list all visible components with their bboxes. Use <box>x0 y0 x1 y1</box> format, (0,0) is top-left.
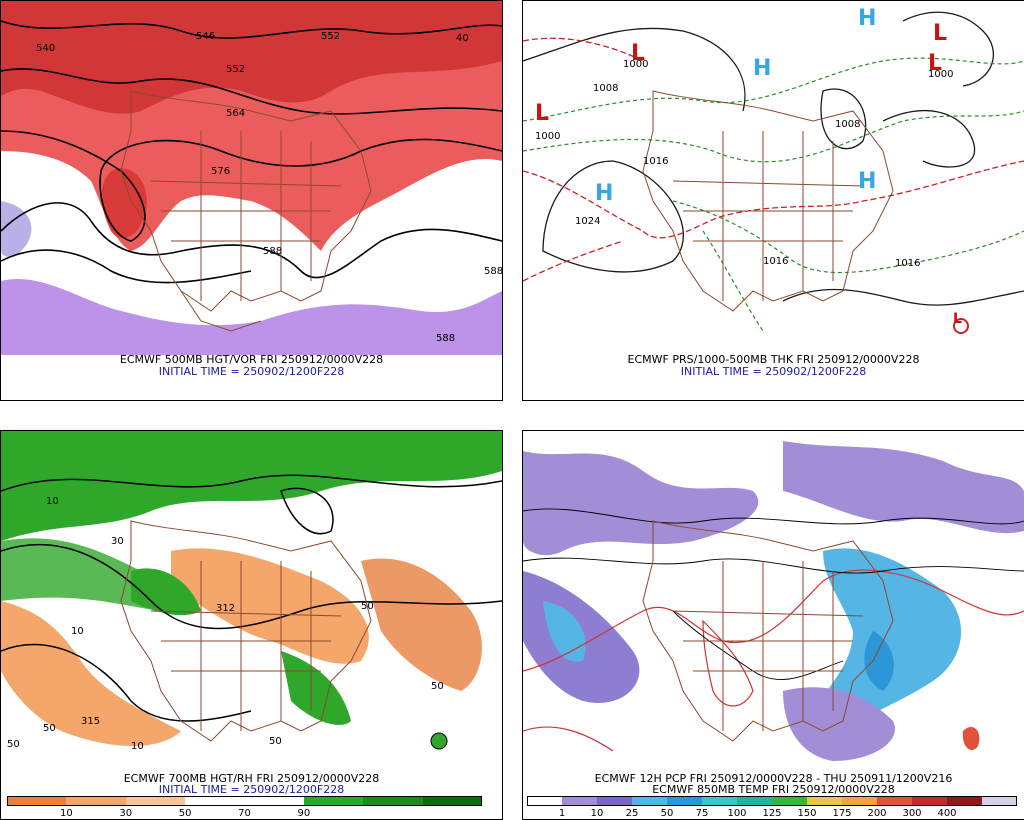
contour-label: 30 <box>111 536 124 547</box>
rh-colorbar-frame <box>7 796 482 806</box>
colorbar-tick-label: 30 <box>119 808 133 819</box>
colorbar-swatch <box>527 796 562 806</box>
colorbar-swatch <box>877 796 912 806</box>
high-pressure-label: H <box>595 181 614 206</box>
contour-label: 1000 <box>623 59 649 70</box>
colorbar-tick-label: 150 <box>797 808 817 819</box>
high-pressure-label: H <box>858 169 877 194</box>
contour-label: 1016 <box>763 256 789 267</box>
colorbar-swatch <box>125 796 186 806</box>
panel-caption-secondary: ECMWF 850MB TEMP FRI 250912/0000V228 <box>652 783 895 796</box>
colorbar-tick-label: 70 <box>238 808 251 819</box>
contour-label: 588 <box>263 246 283 257</box>
colorbar-swatch <box>597 796 632 806</box>
panel-caption: ECMWF 700MB HGT/RH FRI 250912/0000V228 <box>123 772 380 785</box>
contour-label: 564 <box>226 108 246 119</box>
map-700mb <box>1 431 502 774</box>
contour-label: 588 <box>484 266 503 277</box>
contour-label: 312 <box>216 603 236 614</box>
contour-label: 1024 <box>575 216 601 227</box>
contour-label: 1000 <box>928 69 954 80</box>
contour-label: 1008 <box>835 119 861 130</box>
low-pressure-label: L <box>928 51 943 76</box>
colorbar-tick-label: 50 <box>660 808 674 819</box>
contour-label: 50 <box>43 723 56 734</box>
map-pcp <box>523 431 1024 774</box>
colorbar-swatch <box>7 796 67 806</box>
contour-label: 50 <box>361 601 374 612</box>
colorbar-tick-label: 10 <box>60 808 73 819</box>
colorbar-swatch <box>842 796 877 806</box>
contour-label: 10 <box>71 626 84 637</box>
initial-time: INITIAL TIME = 250902/1200F228 <box>680 365 867 378</box>
panel-caption: ECMWF 12H PCP FRI 250912/0000V228 - THU … <box>594 772 953 785</box>
contour-label: 50 <box>7 739 20 750</box>
colorbar-swatch <box>737 796 772 806</box>
map-500mb <box>1 1 502 355</box>
colorbar-tick-label: 125 <box>762 808 782 819</box>
contour-label: 10 <box>46 496 59 507</box>
contour-label: 1008 <box>593 83 619 94</box>
contour-label: 552 <box>226 64 246 75</box>
colorbar-swatch <box>632 796 667 806</box>
colorbar-swatch <box>947 796 982 806</box>
colorbar-tick-label: 50 <box>178 808 192 819</box>
panel-500mb-hgt-vor: 540 546 552 552 564 576 588 588 588 40 E… <box>0 0 503 401</box>
contour-label: 50 <box>431 681 444 692</box>
high-pressure-label: H <box>858 6 877 31</box>
colorbar-tick-label: 100 <box>727 808 747 819</box>
panel-700mb-hgt-rh: 10 10 50 50 50 30 312 315 50 10 50 ECMWF… <box>0 430 503 820</box>
contour-label: 1016 <box>895 258 921 269</box>
colorbar-tick-label: 1 <box>558 808 566 819</box>
colorbar-tick-label: 400 <box>937 808 957 819</box>
contour-label: 552 <box>321 31 341 42</box>
panel-prs-thk: H H H H L L L L L 1024 1000 1008 1016 10… <box>522 0 1024 401</box>
colorbar-tick-label: 175 <box>832 808 852 819</box>
contour-label: 50 <box>269 736 282 747</box>
colorbar-swatch <box>422 796 482 806</box>
low-pressure-label: L <box>953 311 962 327</box>
panel-12h-pcp-850-temp: ECMWF 12H PCP FRI 250912/0000V228 - THU … <box>522 430 1024 820</box>
colorbar-swatch <box>244 796 304 806</box>
colorbar-tick-label: 75 <box>695 808 709 819</box>
contour-label: 315 <box>81 716 101 727</box>
contour-label: 1000 <box>535 131 561 142</box>
pcp-colorbar-frame <box>527 796 1017 806</box>
high-pressure-label: H <box>753 56 772 81</box>
panel-caption: ECMWF 500MB HGT/VOR FRI 250912/0000V228 <box>119 353 384 366</box>
panel-caption: ECMWF PRS/1000-500MB THK FRI 250912/0000… <box>627 353 920 366</box>
low-pressure-label: L <box>535 101 550 126</box>
contour-label: 10 <box>131 741 144 752</box>
colorbar-tick-label: 200 <box>867 808 887 819</box>
pcp-colorbar <box>527 796 1017 806</box>
rh-colorbar <box>7 796 482 806</box>
contour-label: 1016 <box>643 156 669 167</box>
colorbar-swatch <box>807 796 842 806</box>
contour-label: 576 <box>211 166 231 177</box>
contour-label: 546 <box>196 31 216 42</box>
low-pressure-label: L <box>631 41 646 66</box>
colorbar-swatch <box>772 796 807 806</box>
initial-time: INITIAL TIME = 250902/1200F228 <box>158 365 345 378</box>
contour-label: 540 <box>36 43 56 54</box>
colorbar-swatch <box>912 796 947 806</box>
map-prs-thk <box>523 1 1024 355</box>
colorbar-swatch <box>66 796 126 806</box>
colorbar-swatch <box>982 796 1017 806</box>
colorbar-swatch <box>303 796 364 806</box>
colorbar-swatch <box>702 796 737 806</box>
colorbar-swatch <box>667 796 702 806</box>
colorbar-tick-label: 90 <box>297 808 311 819</box>
colorbar-tick-label: 10 <box>590 808 604 819</box>
colorbar-swatch <box>363 796 423 806</box>
low-pressure-label: L <box>933 21 948 46</box>
colorbar-tick-label: 300 <box>902 808 922 819</box>
contour-label: 40 <box>456 33 469 44</box>
initial-time: INITIAL TIME = 250902/1200F228 <box>158 783 345 796</box>
contour-label: 588 <box>436 333 456 344</box>
colorbar-swatch <box>562 796 597 806</box>
colorbar-tick-label: 25 <box>625 808 639 819</box>
colorbar-swatch <box>185 796 245 806</box>
